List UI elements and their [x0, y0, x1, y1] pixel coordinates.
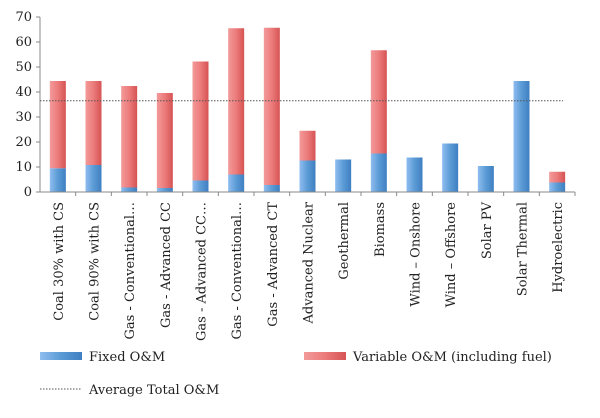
y-axis: 0 10 20 30 40 50 60 70 [15, 10, 41, 200]
y-tick-label: 20 [15, 135, 32, 150]
bar-variable-om-14 [549, 171, 566, 183]
category-label: Hydroelectric [551, 202, 566, 293]
category-label: Wind – Onshore [409, 202, 424, 307]
category-label: Advanced Nuclear [302, 201, 317, 324]
bar-variable-om-6 [263, 27, 280, 185]
bar-variable-om-5 [228, 28, 245, 175]
x-axis: Coal 30% with CS Coal 90% with CS Gas - Co… [40, 191, 576, 341]
bar-fixed-om-11 [442, 143, 459, 192]
bar-fixed-om-1 [85, 165, 102, 192]
category-label: Coal 90% with CS [88, 202, 103, 321]
bar-variable-om-9 [370, 50, 387, 154]
y-tick-label: 0 [24, 185, 32, 200]
bar-fixed-om-8 [335, 159, 352, 192]
bar-variable-om-0 [49, 81, 66, 169]
y-tick-label: 40 [15, 85, 32, 100]
y-tick-label: 70 [15, 10, 32, 25]
bar-fixed-om-3 [156, 188, 173, 192]
legend-label-fixed-om: Fixed O&M [89, 350, 165, 365]
bar-fixed-om-10 [406, 157, 423, 192]
bar-variable-om-2 [121, 86, 138, 188]
legend: Fixed O&M Variable O&M (including fuel) Av… [40, 350, 552, 398]
legend-label-average: Average Total O&M [88, 383, 219, 398]
bar-fixed-om-0 [49, 168, 66, 192]
y-tick-label: 10 [15, 160, 32, 175]
legend-swatch-fixed-om [40, 352, 82, 360]
bar-variable-om-3 [156, 93, 173, 188]
category-label: Solar PV [480, 201, 495, 259]
category-label: Gas - Advanced CC… [195, 202, 210, 341]
legend-label-variable-om: Variable O&M (including fuel) [352, 350, 552, 365]
bar-variable-om-4 [192, 61, 209, 181]
y-tick-label: 60 [15, 35, 32, 50]
bar-fixed-om-4 [192, 180, 209, 192]
y-tick-label: 30 [15, 110, 32, 125]
category-label: Gas - Conventional… [123, 202, 138, 340]
bar-fixed-om-9 [370, 153, 387, 192]
bar-fixed-om-12 [477, 166, 494, 192]
category-label: Gas - Advanced CT [266, 202, 281, 327]
category-label: Biomass [373, 202, 388, 257]
category-label: Gas - Conventional… [230, 202, 245, 340]
bar-fixed-om-7 [299, 160, 316, 192]
category-label: Coal 30% with CS [52, 202, 67, 321]
bar-fixed-om-2 [121, 187, 138, 192]
bar-fixed-om-14 [549, 182, 566, 192]
bar-fixed-om-6 [263, 185, 280, 192]
category-label: Gas - Advanced CC [159, 202, 174, 328]
category-label: Wind – Offshore [444, 202, 459, 308]
bar-variable-om-7 [299, 130, 316, 161]
bar-variable-om-1 [85, 81, 102, 165]
bars [49, 27, 566, 192]
category-label: Geothermal [337, 202, 352, 280]
y-tick-label: 50 [15, 60, 32, 75]
legend-swatch-variable-om [304, 352, 346, 360]
bar-fixed-om-5 [228, 174, 245, 192]
category-label: Solar Thermal [516, 202, 531, 296]
bar-fixed-om-13 [513, 81, 530, 192]
